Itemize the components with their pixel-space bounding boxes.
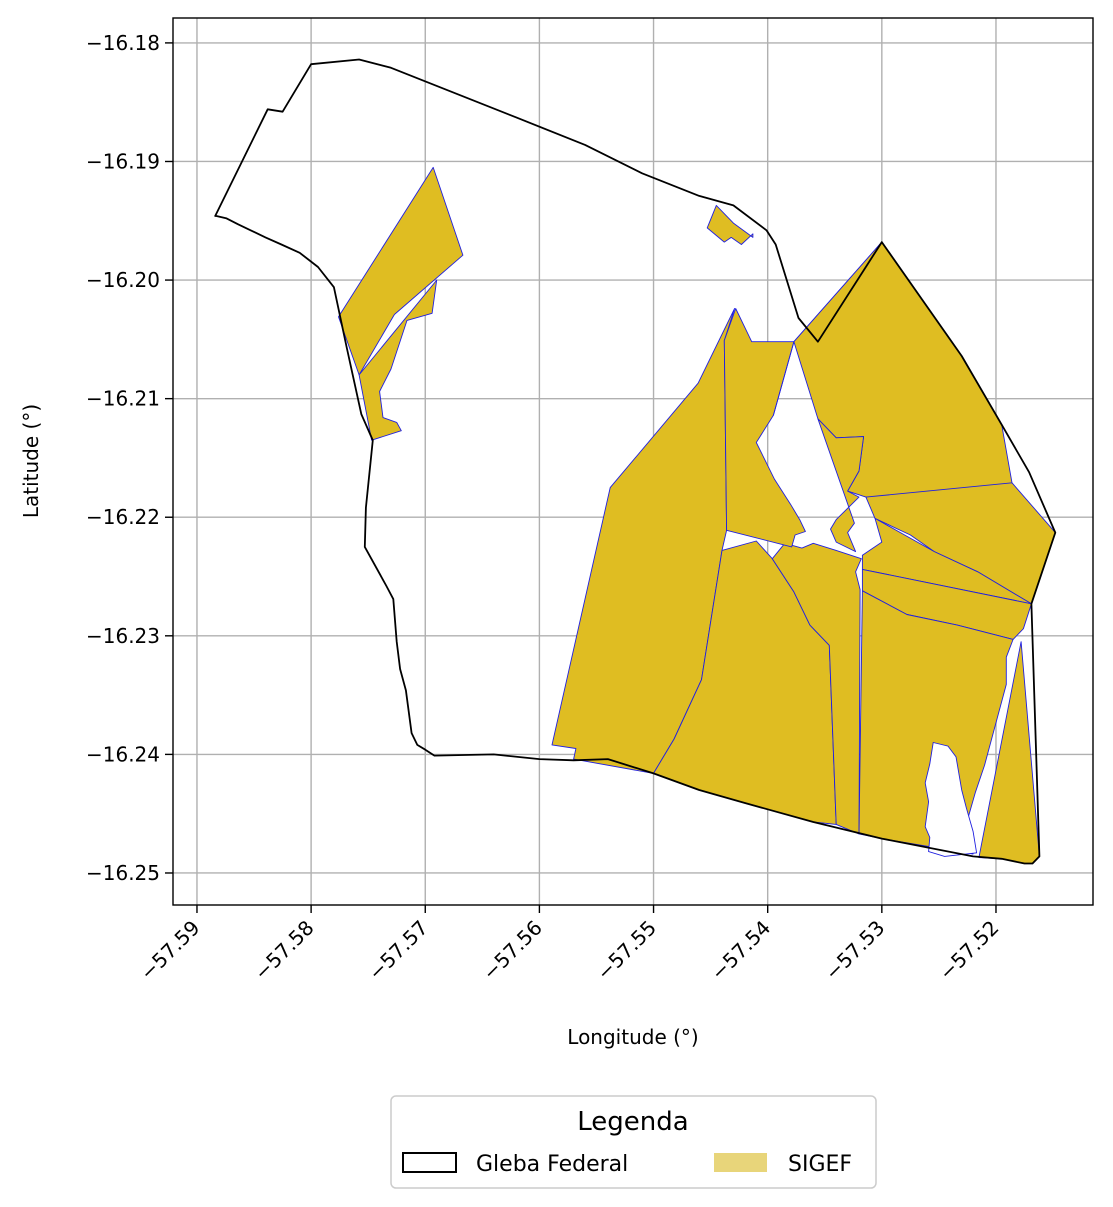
y-tick-label-1: −16.19 — [86, 149, 160, 173]
sigef-parcel-1 — [358, 279, 438, 441]
legend-title: Legenda — [577, 1107, 688, 1137]
x-axis-ticks: −57.59 −57.58 −57.57 −57.56 −57.55 −57.54 −57.… — [135, 905, 1004, 985]
y-tick-label-7: −16.25 — [86, 861, 160, 885]
sigef-layer — [338, 166, 1056, 864]
sigef-parcel-14 — [706, 204, 754, 245]
x-tick-label-2: −57.57 — [363, 916, 432, 985]
x-tick-label-6: −57.53 — [820, 916, 889, 985]
x-axis-label: Longitude (°) — [567, 1025, 698, 1049]
x-tick-label-4: −57.55 — [592, 916, 661, 985]
y-tick-label-5: −16.23 — [86, 624, 160, 648]
legend-swatch-gleba-federal — [402, 1152, 457, 1173]
sigef-parcel-10 — [861, 517, 1032, 605]
legend-label-gleba-federal: Gleba Federal — [476, 1152, 628, 1177]
plot-frame — [172, 17, 1094, 906]
x-tick-label-7: −57.52 — [934, 916, 1003, 985]
sigef-parcel-8 — [817, 418, 865, 553]
x-tick-label-0: −57.59 — [135, 916, 204, 985]
y-tick-label-0: −16.18 — [86, 31, 160, 55]
legend-swatch-sigef — [714, 1153, 767, 1172]
y-tick-label-4: −16.22 — [86, 505, 160, 529]
x-tick-label-1: −57.58 — [249, 916, 318, 985]
sigef-parcel-4 — [771, 542, 862, 835]
y-tick-label-2: −16.20 — [86, 268, 160, 292]
legend: Legenda Gleba Federal SIGEF — [390, 1095, 877, 1189]
y-axis-ticks: −16.18 −16.19 −16.20 −16.21 −16.22 −16.23 −16.… — [86, 31, 173, 885]
sigef-parcel-5 — [723, 308, 806, 548]
y-axis-label: Latitude (°) — [19, 404, 43, 518]
gleba-hole-0 — [924, 741, 978, 857]
x-tick-label-5: −57.54 — [706, 916, 775, 985]
x-tick-label-3: −57.56 — [478, 916, 547, 985]
sigef-parcel-0 — [338, 166, 464, 376]
gleba-federal-layer — [214, 58, 1057, 865]
legend-label-sigef: SIGEF — [788, 1152, 852, 1177]
y-tick-label-3: −16.21 — [86, 387, 160, 411]
gleba-federal-boundary — [214, 58, 1057, 865]
y-tick-label-6: −16.24 — [86, 742, 160, 766]
